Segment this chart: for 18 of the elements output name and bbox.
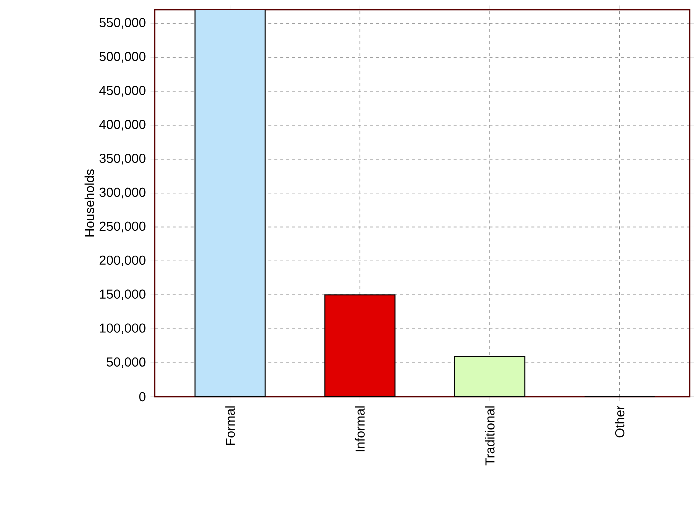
y-tick-label: 0 [140,392,146,402]
y-tick-label: 300,000 [100,188,146,199]
y-tick-label: 500,000 [100,52,146,63]
y-tick-label: 150,000 [100,290,146,301]
x-tick-label: Other [615,406,625,438]
y-tick-label: 200,000 [100,256,146,267]
y-tick-label: 550,000 [100,18,146,29]
y-tick-label: 50,000 [106,358,146,368]
x-tick-label: Traditional [485,406,495,466]
bar [454,356,526,397]
x-tick-label: Informal [355,406,365,452]
y-axis-title: Households [84,170,94,237]
y-tick-label: 250,000 [100,222,146,233]
x-tick-label: Formal [226,406,236,446]
y-tick-label: 100,000 [100,324,146,334]
y-tick-label: 450,000 [100,86,146,97]
y-tick-label: 350,000 [100,154,146,165]
y-tick-label: 400,000 [100,120,146,131]
